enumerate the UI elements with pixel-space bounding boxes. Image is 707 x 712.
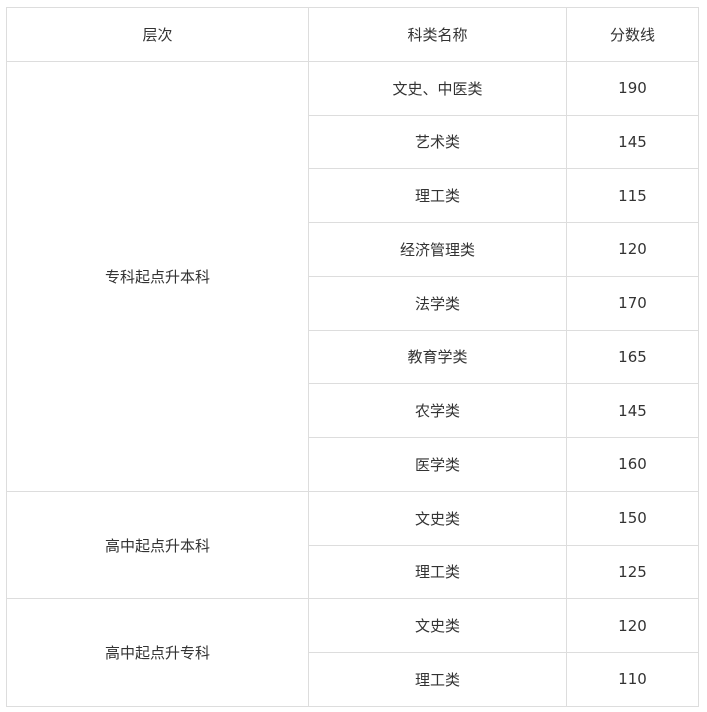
score-cell: 120 bbox=[566, 598, 699, 653]
score-cell: 160 bbox=[566, 437, 699, 492]
score-cell: 145 bbox=[566, 114, 699, 170]
score-cell: 170 bbox=[566, 275, 699, 331]
header-score: 分数线 bbox=[566, 7, 699, 62]
table-row: 高中起点升本科 文史类 150 bbox=[6, 490, 699, 600]
category-cell: 医学类 bbox=[308, 437, 567, 492]
table-row: 经济管理类 120 bbox=[7, 222, 699, 277]
category-cell: 文史、中医类 bbox=[308, 60, 567, 116]
score-cell: 110 bbox=[566, 652, 699, 707]
level-cell: 高中起点升专科 bbox=[6, 598, 309, 707]
header-level: 层次 bbox=[6, 7, 309, 62]
category-cell: 理工类 bbox=[308, 544, 567, 600]
table-row: 医学类 160 bbox=[7, 437, 699, 492]
level-cell: 高中起点升本科 bbox=[6, 490, 309, 600]
category-cell: 教育学类 bbox=[308, 329, 567, 385]
category-cell: 经济管理类 bbox=[308, 222, 567, 277]
table-row: 农学类 145 bbox=[7, 383, 699, 438]
category-cell: 法学类 bbox=[308, 275, 567, 331]
header-category: 科类名称 bbox=[308, 7, 567, 62]
header-row: 层次 科类名称 分数线 bbox=[6, 7, 699, 62]
category-cell: 艺术类 bbox=[308, 114, 567, 170]
score-cell: 145 bbox=[566, 383, 699, 438]
table-row: 高中起点升专科 文史类 120 bbox=[6, 598, 699, 707]
score-cell: 150 bbox=[566, 490, 699, 546]
table-row: 法学类 170 bbox=[7, 275, 699, 331]
table-row: 理工类 110 bbox=[7, 652, 699, 707]
category-cell: 文史类 bbox=[308, 598, 567, 653]
table-row: 艺术类 145 bbox=[7, 114, 699, 170]
table-row: 理工类 115 bbox=[7, 168, 699, 223]
score-cell: 115 bbox=[566, 168, 699, 223]
table-row: 专科起点升本科 文史、中医类 190 bbox=[6, 60, 699, 492]
category-cell: 理工类 bbox=[308, 168, 567, 223]
score-cell: 125 bbox=[566, 544, 699, 600]
category-cell: 农学类 bbox=[308, 383, 567, 438]
table-row: 理工类 125 bbox=[7, 544, 699, 600]
table-row: 教育学类 165 bbox=[7, 329, 699, 385]
score-table: 层次 科类名称 分数线 专科起点升本科 文史、中医类 190 艺术类 145 理工类 115… bbox=[6, 7, 699, 707]
score-cell: 165 bbox=[566, 329, 699, 385]
score-cell: 120 bbox=[566, 222, 699, 277]
level-cell: 专科起点升本科 bbox=[6, 60, 309, 492]
category-cell: 文史类 bbox=[308, 490, 567, 546]
score-cell: 190 bbox=[566, 60, 699, 116]
category-cell: 理工类 bbox=[308, 652, 567, 707]
